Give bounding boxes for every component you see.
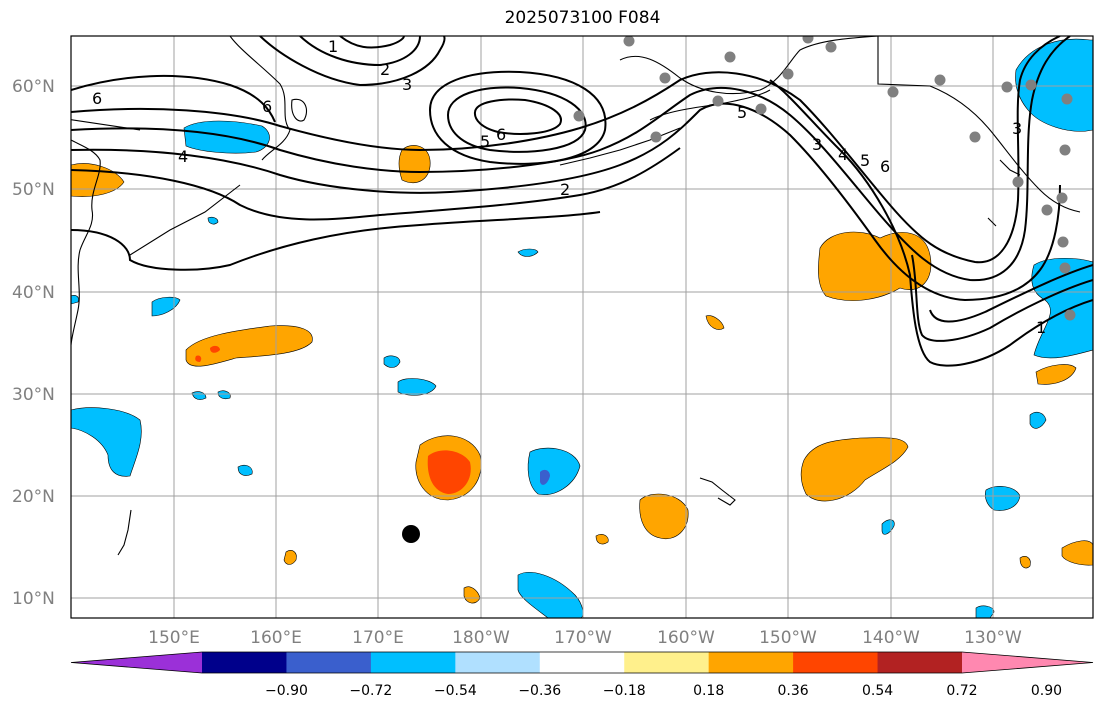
contour-label: 5 [737,103,747,122]
contour-lines [71,36,1093,367]
colorbar-swatch [202,652,287,673]
contour-label: 6 [92,89,102,108]
colorbar-tick-label: 0.18 [693,683,724,699]
lat-label: 10°N [12,589,55,609]
storm-center-marker [402,525,420,543]
lat-label: 60°N [12,77,55,97]
contour-label: 6 [496,125,506,144]
colorbar-tick-label: −0.18 [603,683,646,699]
lat-label: 50°N [12,180,55,200]
longitude-labels: 150°E 160°E 170°E 180°W 170°W 160°W 150°… [148,628,1022,648]
latitude-labels: 60°N 50°N 40°N 30°N 20°N 10°N [12,77,55,609]
colorbar-tick-label: 0.90 [1031,683,1062,699]
contour-label: 3 [1012,119,1022,138]
lon-label: 160°E [250,628,302,648]
colorbar-tick-label: −0.90 [265,683,308,699]
lat-label: 40°N [12,283,55,303]
contour-label: 2 [380,60,390,79]
contour-label: 1 [328,37,338,56]
colorbar-tick-label: −0.72 [349,683,392,699]
negative-anomaly-areas [71,38,1093,618]
colorbar-extension-high [962,652,1093,673]
contour-label: 4 [838,145,848,164]
lon-label: 130°W [964,628,1022,648]
colorbar-swatch [370,652,456,673]
colorbar-swatch [793,652,879,673]
lon-label: 170°W [554,628,612,648]
lon-label: 150°W [759,628,817,648]
strong-negative-anomaly-areas [540,469,550,485]
lon-label: 150°E [148,628,200,648]
map-frame [70,35,1094,619]
colorbar-extension-low [71,652,202,673]
colorbar-swatch [624,652,710,673]
colorbar-swatch [455,652,541,673]
contour-label: 1 [1036,318,1046,337]
contour-label: 6 [262,97,272,116]
lon-label: 140°W [862,628,920,648]
colorbar-tick-label: 0.36 [778,683,809,699]
contour-label: 5 [860,151,870,170]
contour-label: 3 [402,75,412,94]
station-markers [573,36,1076,321]
contour-label: 2 [560,180,570,199]
lon-label: 180°W [452,628,510,648]
coastlines [71,36,1081,556]
contour-label: 6 [880,157,890,176]
colorbar-swatch [708,652,794,673]
colorbar-tick-label: 0.54 [862,683,893,699]
colorbar-tick-label: 0.72 [946,683,977,699]
contour-label: 4 [178,147,188,166]
strong-positive-anomaly-areas [195,345,471,494]
colorbar: −0.90 −0.72 −0.54 −0.36 −0.18 0.18 0.36 0.54 0.7… [70,651,1094,699]
graticule [71,36,1093,618]
contour-value-labels: 1 2 3 6 4 6 5 6 2 3 4 5 6 3 1 5 [92,37,1046,337]
lat-label: 20°N [12,487,55,507]
contour-label: 3 [812,135,822,154]
colorbar-swatch [877,652,963,673]
colorbar-tick-label: −0.36 [518,683,561,699]
lon-label: 170°E [352,628,404,648]
contour-label: 5 [480,132,490,151]
lat-label: 30°N [12,385,55,405]
colorbar-swatch [286,652,372,673]
colorbar-tick-label: −0.54 [434,683,477,699]
colorbar-swatch [539,652,625,673]
map-panel: 1 2 3 6 4 6 5 6 2 3 4 5 6 3 1 5 [70,35,1094,619]
map-title: 2025073100 F084 [504,8,661,28]
colorbar-outline [70,651,1094,674]
lon-label: 160°W [657,628,715,648]
